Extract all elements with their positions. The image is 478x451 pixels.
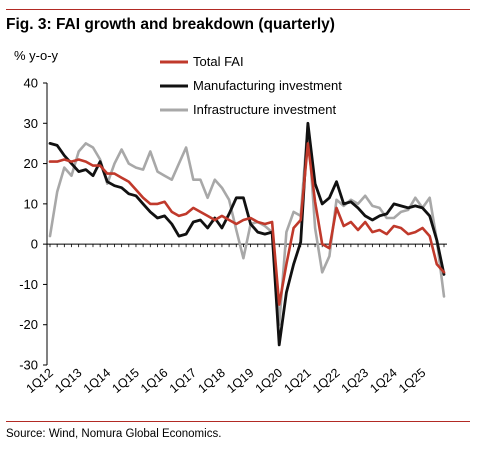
y-axis-label: % y-o-y	[14, 48, 59, 63]
x-tick-label: 1Q25	[396, 366, 428, 396]
x-tick-label: 1Q13	[52, 366, 84, 396]
y-tick-label: -30	[19, 358, 38, 373]
x-tick-label: 1Q22	[310, 366, 342, 396]
x-tick-label: 1Q19	[224, 366, 256, 396]
series-line-total-fai	[48, 142, 446, 306]
x-tick-label: 1Q17	[167, 366, 199, 396]
y-tick-label: 40	[24, 76, 38, 91]
y-tick-label: 10	[24, 196, 38, 211]
x-tick-label: 1Q15	[109, 366, 141, 396]
y-tick-label: 20	[24, 156, 38, 171]
x-tick-label: 1Q21	[281, 366, 313, 396]
series-line-manufacturing-investment	[48, 121, 446, 347]
x-tick-label: 1Q20	[253, 366, 285, 396]
y-tick-label: 0	[31, 237, 38, 252]
x-tick-label: 1Q14	[81, 366, 113, 396]
fai-line-chart: % y-o-y-30-20-100102030401Q121Q131Q141Q1…	[14, 48, 447, 396]
legend-label: Total FAI	[193, 54, 244, 69]
y-tick-label: 30	[24, 116, 38, 131]
bottom-rule	[6, 421, 470, 422]
chart-legend: Total FAI Manufacturing investment Infrast…	[160, 54, 342, 117]
source-note: Source: Wind, Nomura Global Economics.	[6, 428, 222, 440]
y-tick-label: -10	[19, 277, 38, 292]
legend-label: Manufacturing investment	[193, 78, 342, 93]
x-tick-label: 1Q16	[138, 366, 170, 396]
x-tick-label: 1Q18	[195, 366, 227, 396]
y-tick-label: -20	[19, 317, 38, 332]
x-tick-label: 1Q23	[339, 366, 371, 396]
legend-label: Infrastructure investment	[193, 102, 336, 117]
figure-title: Fig. 3: FAI growth and breakdown (quarte…	[6, 16, 335, 33]
x-tick-label: 1Q24	[367, 366, 399, 396]
top-rule	[6, 9, 470, 10]
series-layer	[48, 121, 446, 347]
series-line-infrastructure-investment	[48, 122, 446, 327]
